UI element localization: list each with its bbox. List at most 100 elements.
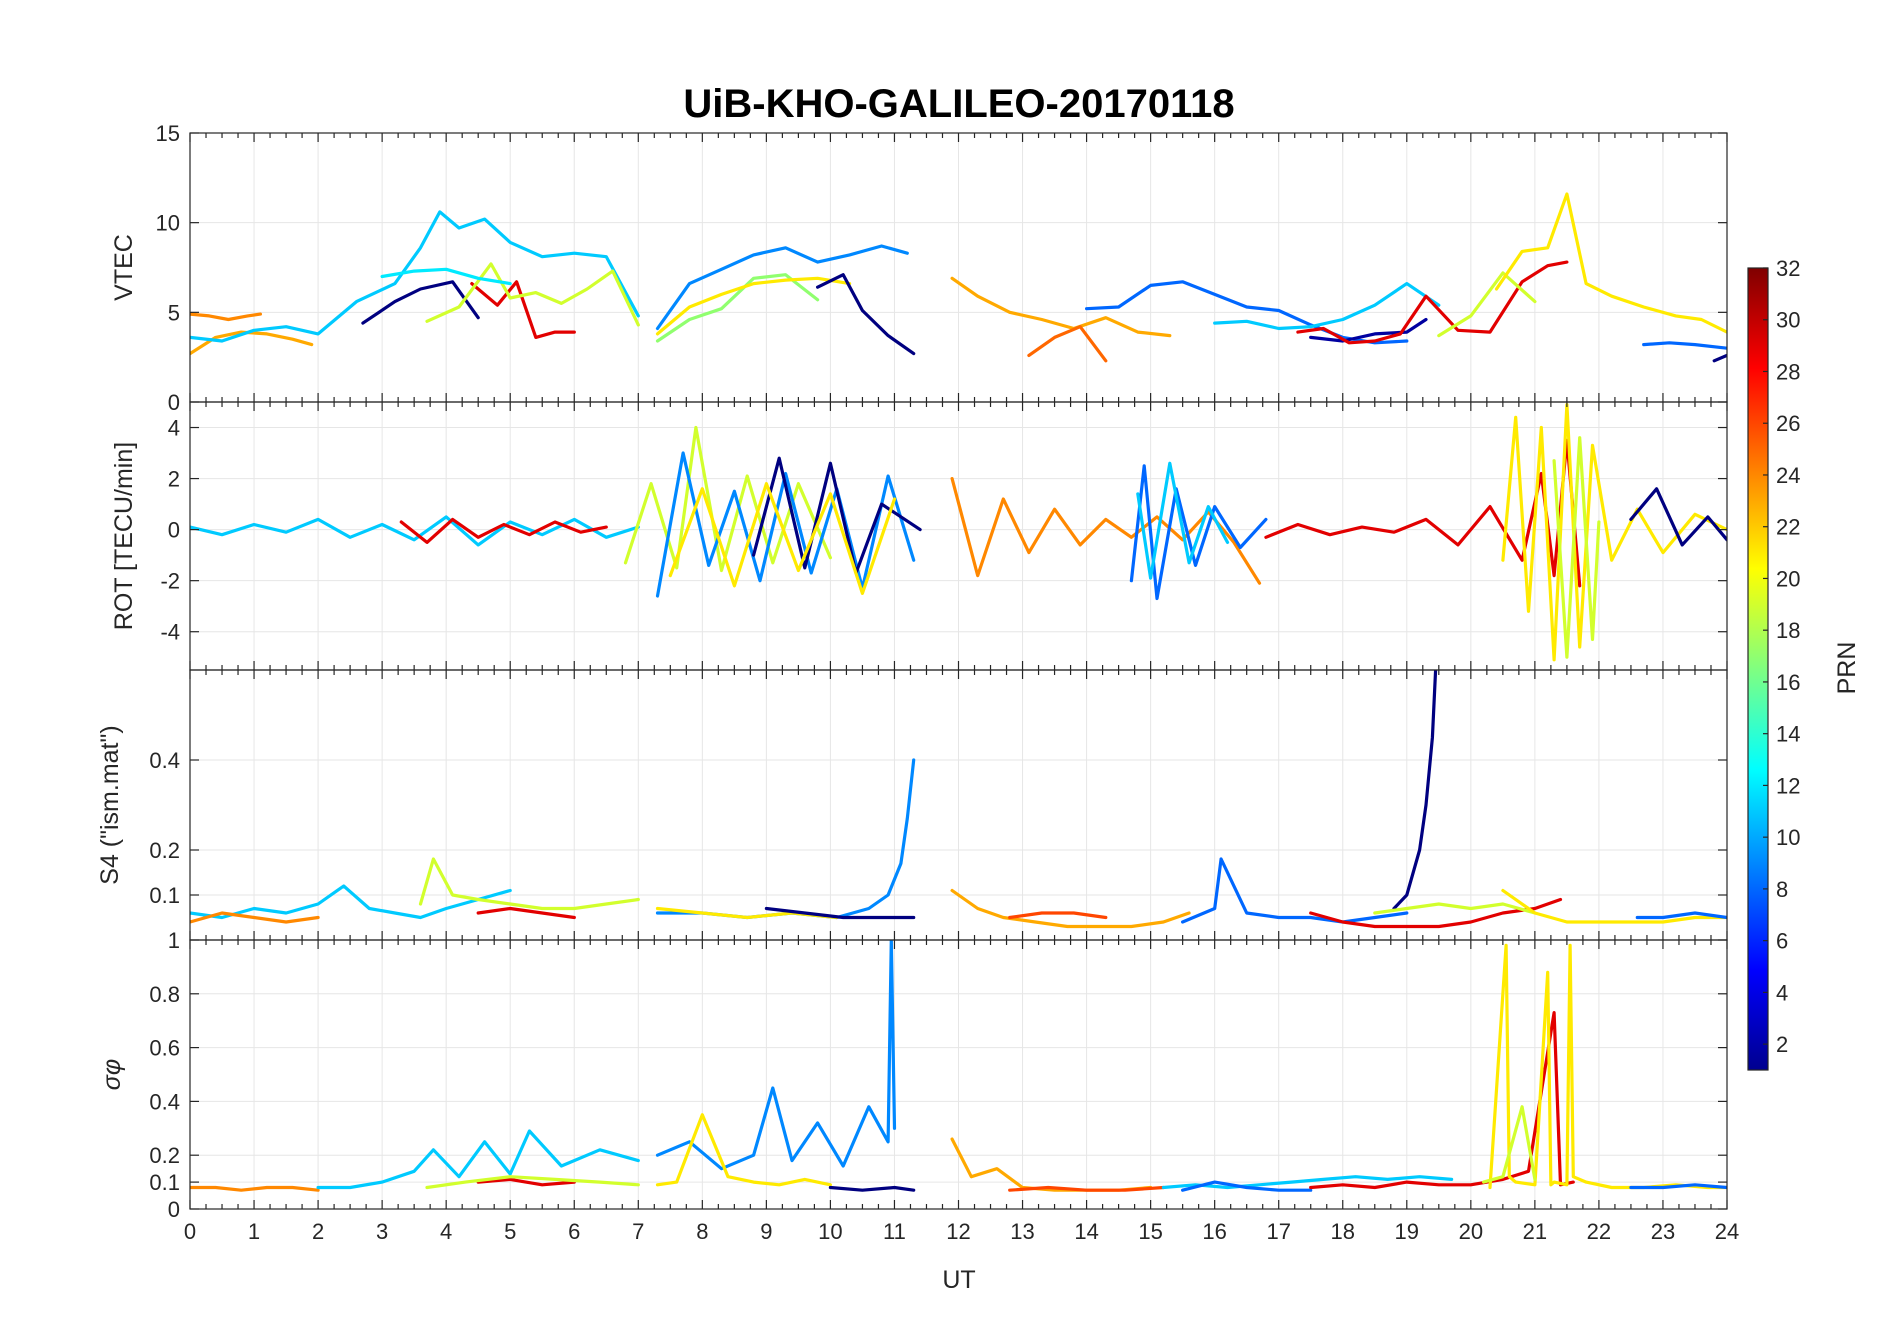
- series-prn-1: [752, 456, 922, 575]
- series-prn-11: [190, 210, 640, 343]
- colorbar-tick-label: 10: [1776, 825, 1800, 850]
- traces-vtec: [190, 192, 1727, 363]
- y-axis-label: S4 ("ism.mat"): [96, 725, 124, 884]
- series-prn-11: [1213, 282, 1441, 331]
- series-prn-19: [1552, 436, 1601, 659]
- series-prn-24: [190, 1185, 320, 1192]
- y-tick-label: 2: [168, 467, 180, 492]
- series-prn-21: [655, 276, 852, 336]
- series-prn-21: [655, 1113, 832, 1187]
- y-tick-label: 4: [168, 416, 180, 441]
- series-prn-8: [1129, 464, 1268, 601]
- y-tick-label: 0.1: [149, 1170, 180, 1195]
- series-prn-29: [1296, 260, 1569, 345]
- series-prn-19: [1482, 1105, 1537, 1184]
- y-tick-label: 0.8: [149, 982, 180, 1007]
- colorbar-tick-label: 32: [1776, 256, 1800, 281]
- series-prn-24: [190, 312, 262, 322]
- series-prn-23: [950, 276, 1172, 338]
- series-prn-23: [950, 888, 1191, 929]
- series-prn-11: [316, 1129, 640, 1190]
- colorbar-tick-label: 16: [1776, 670, 1800, 695]
- series-prn-9: [655, 244, 909, 331]
- series-prn-19: [418, 857, 640, 911]
- colorbar-tick-label: 28: [1776, 359, 1800, 384]
- series-prn-26: [1008, 911, 1108, 920]
- traces-rot: [190, 403, 1727, 662]
- x-tick-label: 2: [312, 1219, 324, 1244]
- x-axis-label: UT: [942, 1266, 975, 1294]
- x-tick-label: 5: [504, 1219, 516, 1244]
- series-prn-2: [1309, 317, 1428, 343]
- traces-sigma_phi: [190, 940, 1727, 1192]
- traces-s4: [190, 670, 1727, 929]
- y-tick-label: 0: [168, 1197, 180, 1222]
- x-tick-label: 12: [946, 1219, 970, 1244]
- y-tick-label: 10: [156, 211, 180, 236]
- series-prn-23: [190, 330, 314, 356]
- x-tick-label: 9: [760, 1219, 772, 1244]
- colorbar-tick-label: 22: [1776, 515, 1800, 540]
- colorbar-tick-label: 8: [1776, 877, 1788, 902]
- series-prn-8: [1181, 1180, 1313, 1192]
- x-tick-label: 4: [440, 1219, 452, 1244]
- series-prn-29: [476, 1177, 576, 1187]
- series-prn-11: [1136, 461, 1230, 580]
- y-tick-label: 0: [168, 518, 180, 543]
- x-tick-label: 14: [1074, 1219, 1098, 1244]
- series-prn-19: [1437, 271, 1537, 338]
- chart-title: UiB-KHO-GALILEO-20170118: [683, 82, 1234, 126]
- colorbar-tick-label: 24: [1776, 463, 1800, 488]
- y-axis-label: VTEC: [110, 234, 138, 301]
- x-tick-label: 19: [1395, 1219, 1419, 1244]
- panel-rot: -4 -2 0 2 4 ROT [TECU/min]: [110, 401, 1728, 671]
- y-tick-label: 0.4: [149, 1089, 180, 1114]
- colorbar-tick-label: 2: [1776, 1032, 1788, 1057]
- series-prn-29: [399, 517, 608, 544]
- x-tick-label: 13: [1010, 1219, 1034, 1244]
- series-prn-21: [1501, 888, 1727, 924]
- series-prn-21: [1488, 943, 1727, 1190]
- series-prn-19: [425, 262, 640, 327]
- colorbar-gradient: [1748, 268, 1768, 1070]
- colorbar-tick-label: 20: [1776, 566, 1800, 591]
- x-tick-label: 1: [248, 1219, 260, 1244]
- y-tick-label: -2: [160, 569, 180, 594]
- colorbar-frame: [1747, 267, 1769, 1071]
- series-prn-11: [190, 884, 512, 920]
- series-prn-1: [828, 1185, 916, 1192]
- colorbar-tick-label: 14: [1776, 722, 1800, 747]
- series-prn-8: [1635, 911, 1727, 920]
- y-axis-label: ROT [TECU/min]: [110, 442, 138, 630]
- series-prn-1: [816, 273, 916, 356]
- x-tick-label: 22: [1587, 1219, 1611, 1244]
- colorbar-label: PRN: [1833, 642, 1861, 695]
- series-prn-8: [1181, 857, 1409, 924]
- colorbar-tick-label: 6: [1776, 929, 1788, 954]
- series-prn-1: [361, 280, 480, 325]
- series-prn-26: [1008, 1185, 1165, 1192]
- y-tick-label: 0.1: [149, 883, 180, 908]
- series-prn-8: [1642, 341, 1727, 350]
- y-tick-label: 1: [168, 928, 180, 953]
- series-prn-25: [1027, 325, 1108, 363]
- series-prn-19: [1373, 902, 1537, 915]
- series-prn-29: [470, 280, 576, 339]
- x-tick-label: 3: [376, 1219, 388, 1244]
- x-tick-label: 21: [1523, 1219, 1547, 1244]
- y-tick-label: 0.4: [149, 748, 180, 773]
- x-tick-label: 18: [1331, 1219, 1355, 1244]
- y-tick-label: -4: [160, 620, 180, 645]
- y-tick-label: 5: [168, 300, 180, 325]
- series-prn-1: [1712, 353, 1727, 363]
- y-tick-label: 0.6: [149, 1036, 180, 1061]
- colorbar-tick-label: 18: [1776, 618, 1800, 643]
- x-tick-label: 11: [883, 1219, 906, 1244]
- x-tick-label: 15: [1138, 1219, 1162, 1244]
- x-tick-label: 0: [184, 1219, 196, 1244]
- x-tick-label: 16: [1202, 1219, 1226, 1244]
- series-prn-1: [1392, 670, 1438, 911]
- series-prn-9: [655, 451, 916, 598]
